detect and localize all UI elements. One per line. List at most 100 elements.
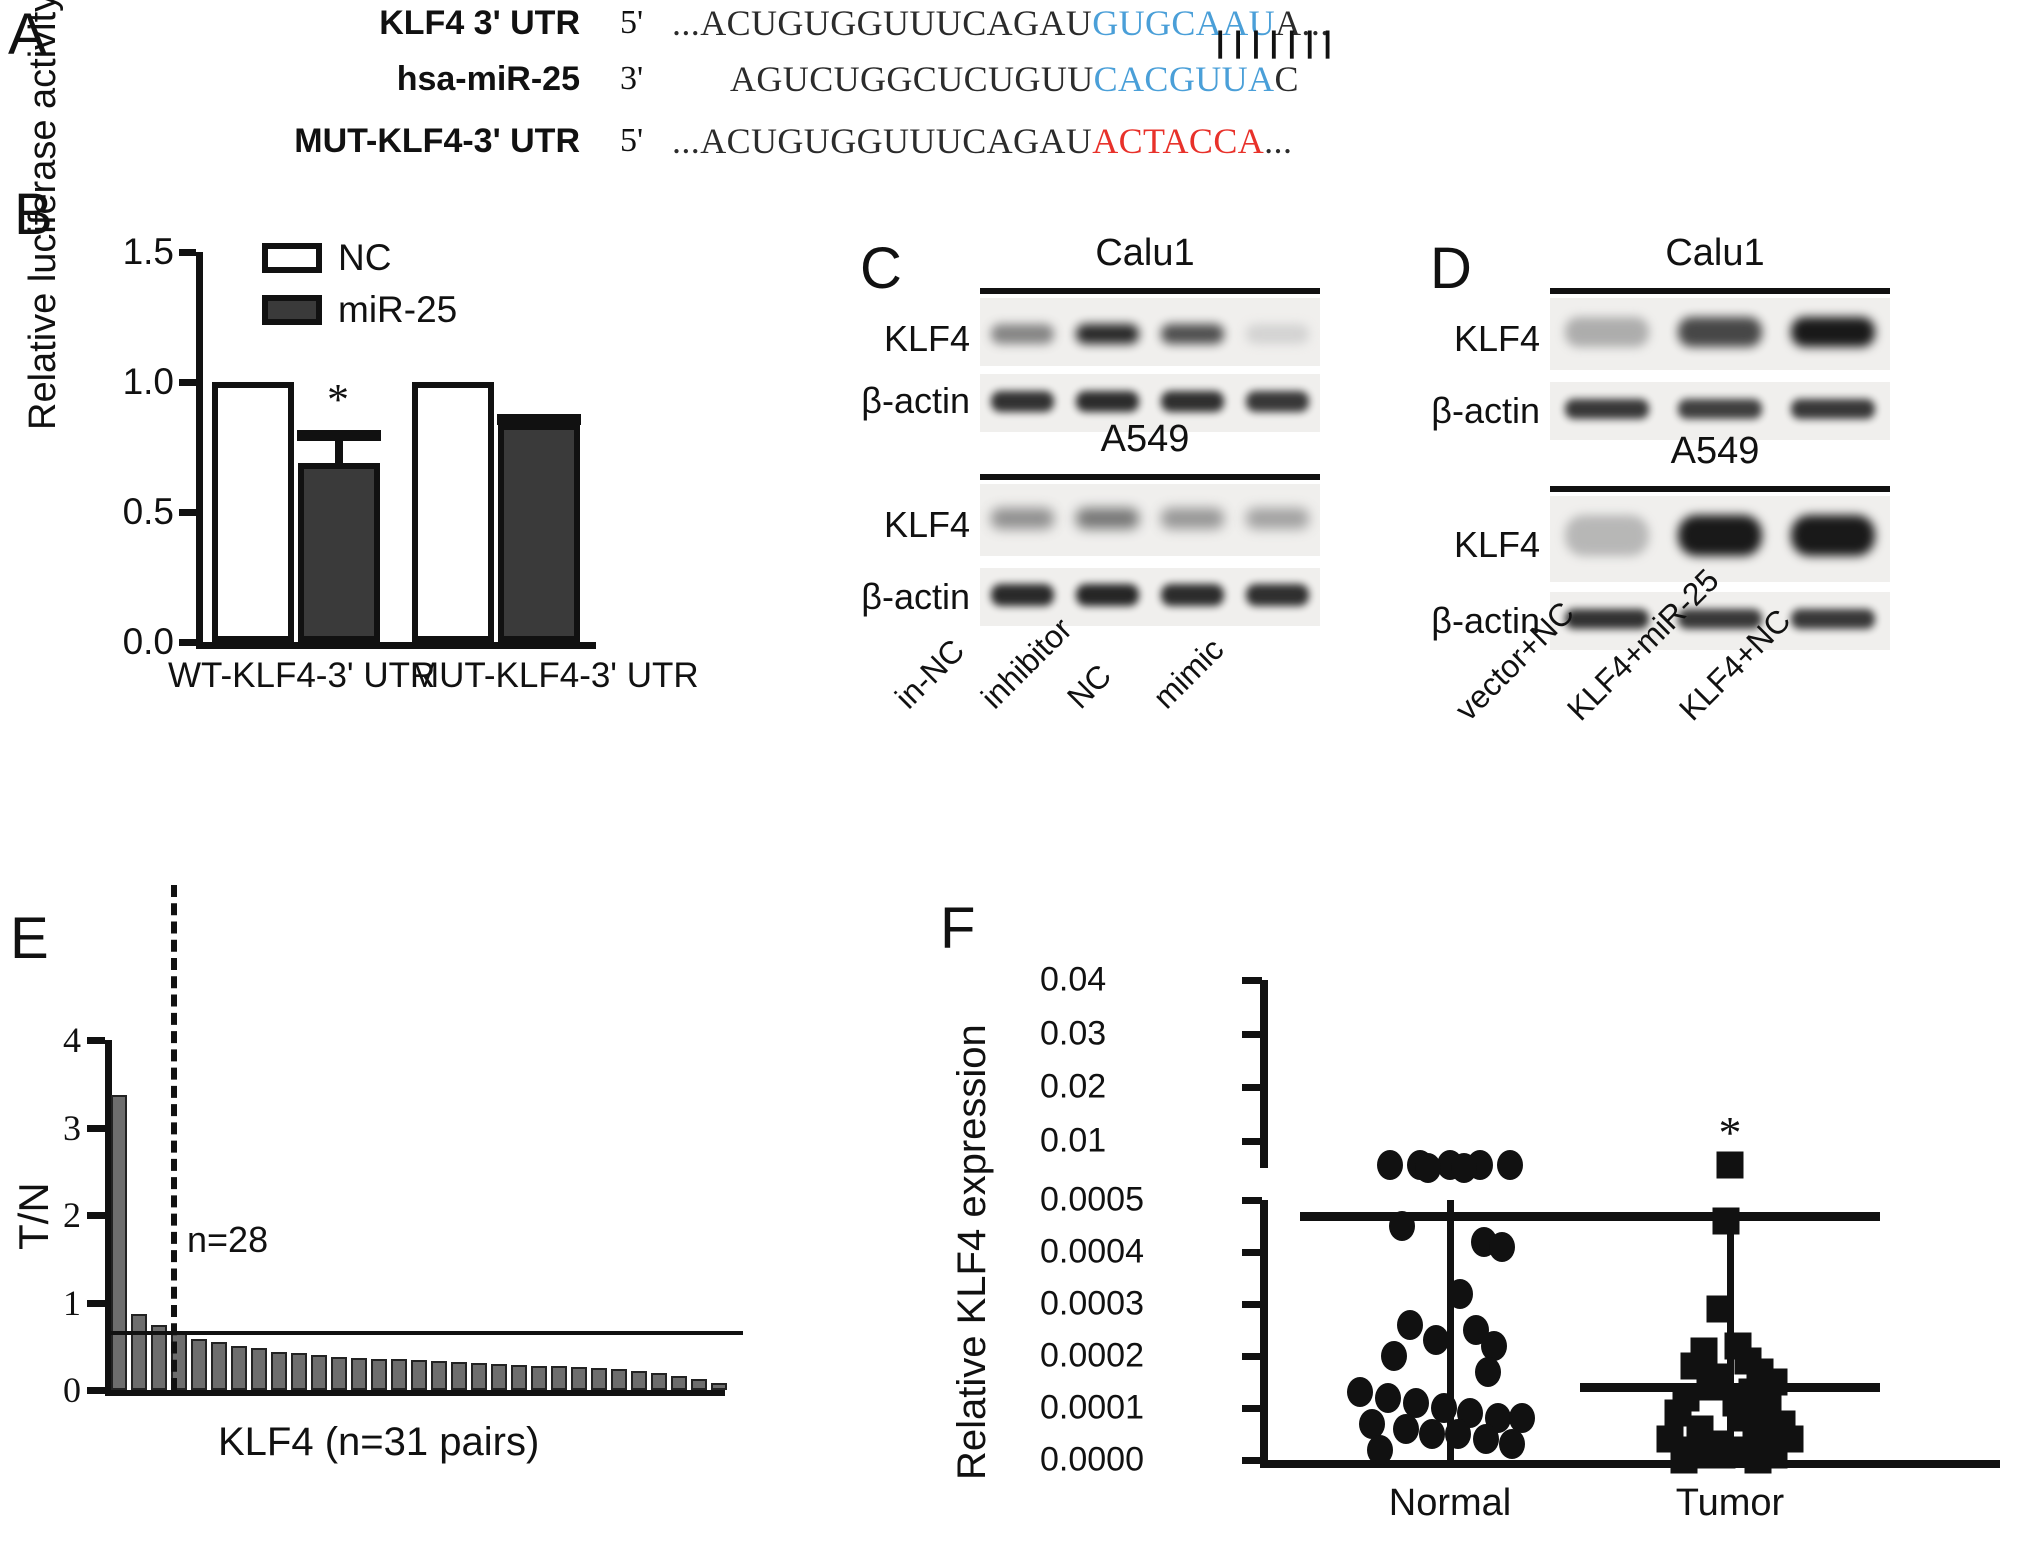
sequence-prime: 5' bbox=[620, 4, 644, 41]
blot-band bbox=[991, 391, 1054, 413]
scatter-point-circle bbox=[1451, 1153, 1477, 1183]
y-tick bbox=[1242, 1301, 1262, 1308]
bar bbox=[411, 1360, 427, 1390]
sequence-seed-highlight: GUGCAAU bbox=[1092, 3, 1276, 43]
bar bbox=[511, 1364, 527, 1390]
sequence-prefix: ...ACUGUGGUUUCAGAU bbox=[672, 3, 1093, 43]
bar bbox=[111, 1095, 127, 1390]
lane-label: NC bbox=[1060, 657, 1119, 716]
panel-f-upper-y-axis bbox=[1260, 980, 1268, 1168]
y-tick bbox=[179, 509, 196, 516]
legend-item-mir25: miR-25 bbox=[262, 284, 457, 336]
sequence-label: MUT-KLF4-3' UTR bbox=[294, 122, 580, 160]
scatter-point-square bbox=[1716, 1151, 1744, 1179]
blot-row-label-actin: β-actin bbox=[1431, 390, 1540, 431]
x-category-label: Tumor bbox=[1675, 1482, 1785, 1524]
blot-row-label-actin: β-actin bbox=[1431, 600, 1540, 641]
sequence-prefix: ...ACUGUGGUUUCAGAU bbox=[672, 121, 1093, 161]
panel-a: A KLF4 3' UTR 5' ...ACUGUGGUUUCAGAUGUGCA… bbox=[0, 0, 1500, 180]
blot-row-label-actin: β-actin bbox=[861, 576, 970, 617]
y-tick bbox=[179, 639, 196, 646]
blot-band bbox=[1161, 508, 1224, 529]
bar bbox=[471, 1362, 487, 1390]
blot-band bbox=[1246, 391, 1309, 413]
sequence-seed-highlight: CACGUUA bbox=[1093, 59, 1275, 99]
blot-image-klf4 bbox=[1550, 298, 1890, 370]
blot-image-actin bbox=[1550, 592, 1890, 650]
blot-band bbox=[1076, 391, 1139, 413]
y-tick bbox=[1242, 1084, 1262, 1092]
y-tick-label: 0.0 bbox=[122, 621, 174, 662]
blot-divider-rule bbox=[980, 474, 1320, 480]
sequence-row-klf4-utr: KLF4 3' UTR 5' ...ACUGUGGUUUCAGAUGUGCAAU… bbox=[0, 0, 1500, 46]
sequence-prefix: AGUCUGGCUCUGUU bbox=[730, 59, 1094, 99]
panel-e-x-axis-label: KLF4 (n=31 pairs) bbox=[218, 1420, 540, 1464]
y-tick-label: 1.0 bbox=[122, 361, 174, 402]
y-tick-label: 0.0002 bbox=[1040, 1336, 1144, 1375]
panel-a-letter: A bbox=[8, 2, 47, 67]
sequence-suffix: A... bbox=[1275, 3, 1330, 43]
scatter-point-circle bbox=[1509, 1403, 1535, 1434]
y-tick-label: 3 bbox=[63, 1107, 81, 1148]
y-tick-label: 0.5 bbox=[122, 491, 174, 532]
y-tick bbox=[179, 249, 196, 256]
blot-divider-rule bbox=[1550, 486, 1890, 492]
bar bbox=[631, 1370, 647, 1390]
y-tick bbox=[1242, 1030, 1262, 1038]
blot-band bbox=[991, 323, 1054, 345]
y-tick-label: 0.01 bbox=[1040, 1121, 1107, 1160]
blot-image-klf4 bbox=[980, 298, 1320, 366]
blot-row-label-klf4: KLF4 bbox=[1453, 318, 1540, 359]
blot-image-klf4 bbox=[1550, 496, 1890, 582]
panel-d: D Calu1 KLF4 β-actin A549 KLF4 β-actin v… bbox=[1430, 232, 1900, 940]
blot-band bbox=[1791, 399, 1876, 420]
blot-band bbox=[1678, 399, 1762, 420]
blot-band bbox=[991, 508, 1054, 529]
x-category-label: WT-KLF4-3' UTR bbox=[168, 656, 436, 695]
bar-nc bbox=[212, 382, 294, 642]
sequence-suffix: ... bbox=[1264, 121, 1293, 161]
panel-e-y-axis-label: T/N bbox=[10, 1182, 57, 1250]
y-tick bbox=[87, 1387, 105, 1394]
lane-label: inhibitor bbox=[974, 610, 1079, 716]
panel-f-y-axis-label: Relative KLF4 expression bbox=[950, 1024, 994, 1480]
blot-band bbox=[1161, 391, 1224, 413]
panel-b-x-axis bbox=[196, 642, 596, 649]
blot-band bbox=[1791, 316, 1876, 347]
panel-e-plot-area: 0 1 2 3 4 n=28 bbox=[63, 885, 743, 1410]
bar-nc bbox=[412, 382, 494, 642]
scatter-point-circle bbox=[1403, 1387, 1429, 1418]
legend-label: NC bbox=[338, 237, 392, 278]
y-tick bbox=[1242, 1405, 1262, 1412]
y-tick-label: 0.0001 bbox=[1040, 1388, 1144, 1427]
bar bbox=[131, 1313, 147, 1390]
bar bbox=[551, 1366, 567, 1390]
bar bbox=[291, 1353, 307, 1390]
y-tick-label: 1 bbox=[63, 1282, 81, 1323]
blot-band bbox=[1246, 508, 1309, 529]
scatter-point-circle bbox=[1475, 1356, 1501, 1387]
scatter-point-circle bbox=[1381, 1341, 1407, 1371]
sequence-text: ...ACUGUGGUUUCAGAUACTACCA... bbox=[672, 118, 1292, 164]
scatter-point-circle bbox=[1347, 1377, 1373, 1408]
panel-e: E T/N 0 1 2 3 4 n=28 KLF4 (n=31 pairs) bbox=[0, 885, 830, 1560]
panel-e-letter: E bbox=[10, 906, 49, 971]
panel-b: B Relative luciferase activity 0.0 0.5 1.0… bbox=[0, 0, 699, 920]
y-tick-label: 1.5 bbox=[122, 231, 174, 272]
error-bar-stem bbox=[335, 434, 343, 463]
blot-cell-line-title: A549 bbox=[1670, 430, 1760, 472]
base-pairing-bars: ||||||| bbox=[1216, 26, 1342, 59]
blot-band bbox=[1678, 609, 1762, 630]
scatter-point-circle bbox=[1481, 1330, 1507, 1361]
sequence-mutation-highlight: ACTACCA bbox=[1092, 121, 1265, 161]
panel-e-divider-line bbox=[171, 885, 177, 1390]
y-tick-label: 2 bbox=[63, 1195, 81, 1235]
blot-cell-line-title: Calu1 bbox=[1095, 232, 1195, 274]
y-tick-label: 0.0000 bbox=[1040, 1440, 1144, 1479]
sequence-suffix: C bbox=[1274, 59, 1299, 99]
y-tick-label: 0.04 bbox=[1040, 960, 1107, 999]
bar-mir-25 bbox=[498, 423, 580, 642]
bar bbox=[651, 1372, 667, 1390]
blot-image-actin bbox=[980, 568, 1320, 626]
scatter-point-circle bbox=[1393, 1413, 1419, 1444]
